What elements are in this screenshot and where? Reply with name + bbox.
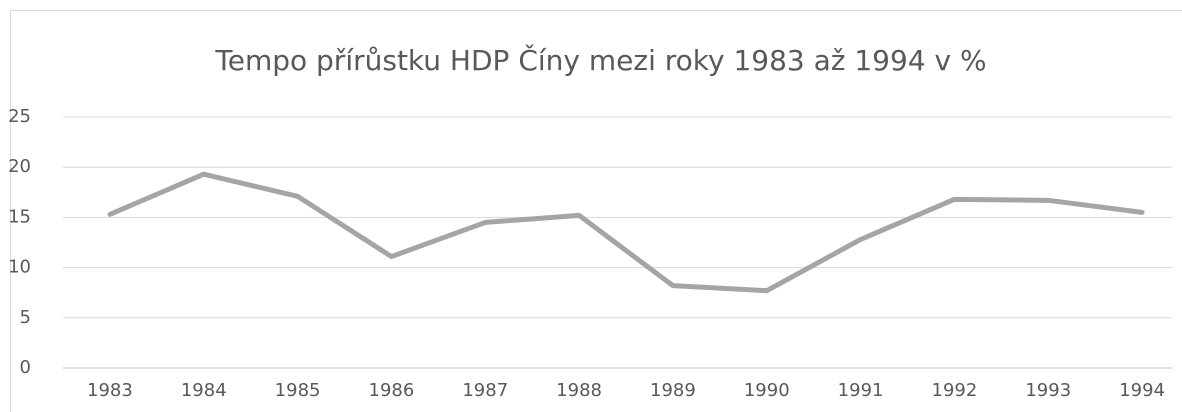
y-tick-label: 20 bbox=[8, 156, 31, 177]
x-tick-label: 1990 bbox=[744, 380, 790, 401]
y-tick-label: 0 bbox=[20, 357, 31, 378]
x-tick-label: 1993 bbox=[1025, 380, 1071, 401]
x-tick-label: 1986 bbox=[369, 380, 415, 401]
x-tick-label: 1983 bbox=[87, 380, 133, 401]
line-series bbox=[107, 171, 1145, 294]
x-tick-label: 1985 bbox=[275, 380, 321, 401]
x-tick-label: 1987 bbox=[462, 380, 508, 401]
y-tick-label: 15 bbox=[8, 206, 31, 227]
chart-border bbox=[10, 10, 1182, 412]
y-tick-label: 25 bbox=[8, 106, 31, 127]
x-tick-label: 1984 bbox=[181, 380, 227, 401]
x-tick-label: 1992 bbox=[932, 380, 978, 401]
y-tick-label: 10 bbox=[8, 257, 31, 278]
x-tick-label: 1991 bbox=[838, 380, 884, 401]
x-tick-label: 1988 bbox=[556, 380, 602, 401]
y-tick-label: 5 bbox=[20, 307, 31, 328]
chart-title: Tempo přírůstku HDP Číny mezi roky 1983 … bbox=[214, 43, 986, 77]
x-tick-label: 1989 bbox=[650, 380, 696, 401]
x-tick-label: 1994 bbox=[1119, 380, 1165, 401]
